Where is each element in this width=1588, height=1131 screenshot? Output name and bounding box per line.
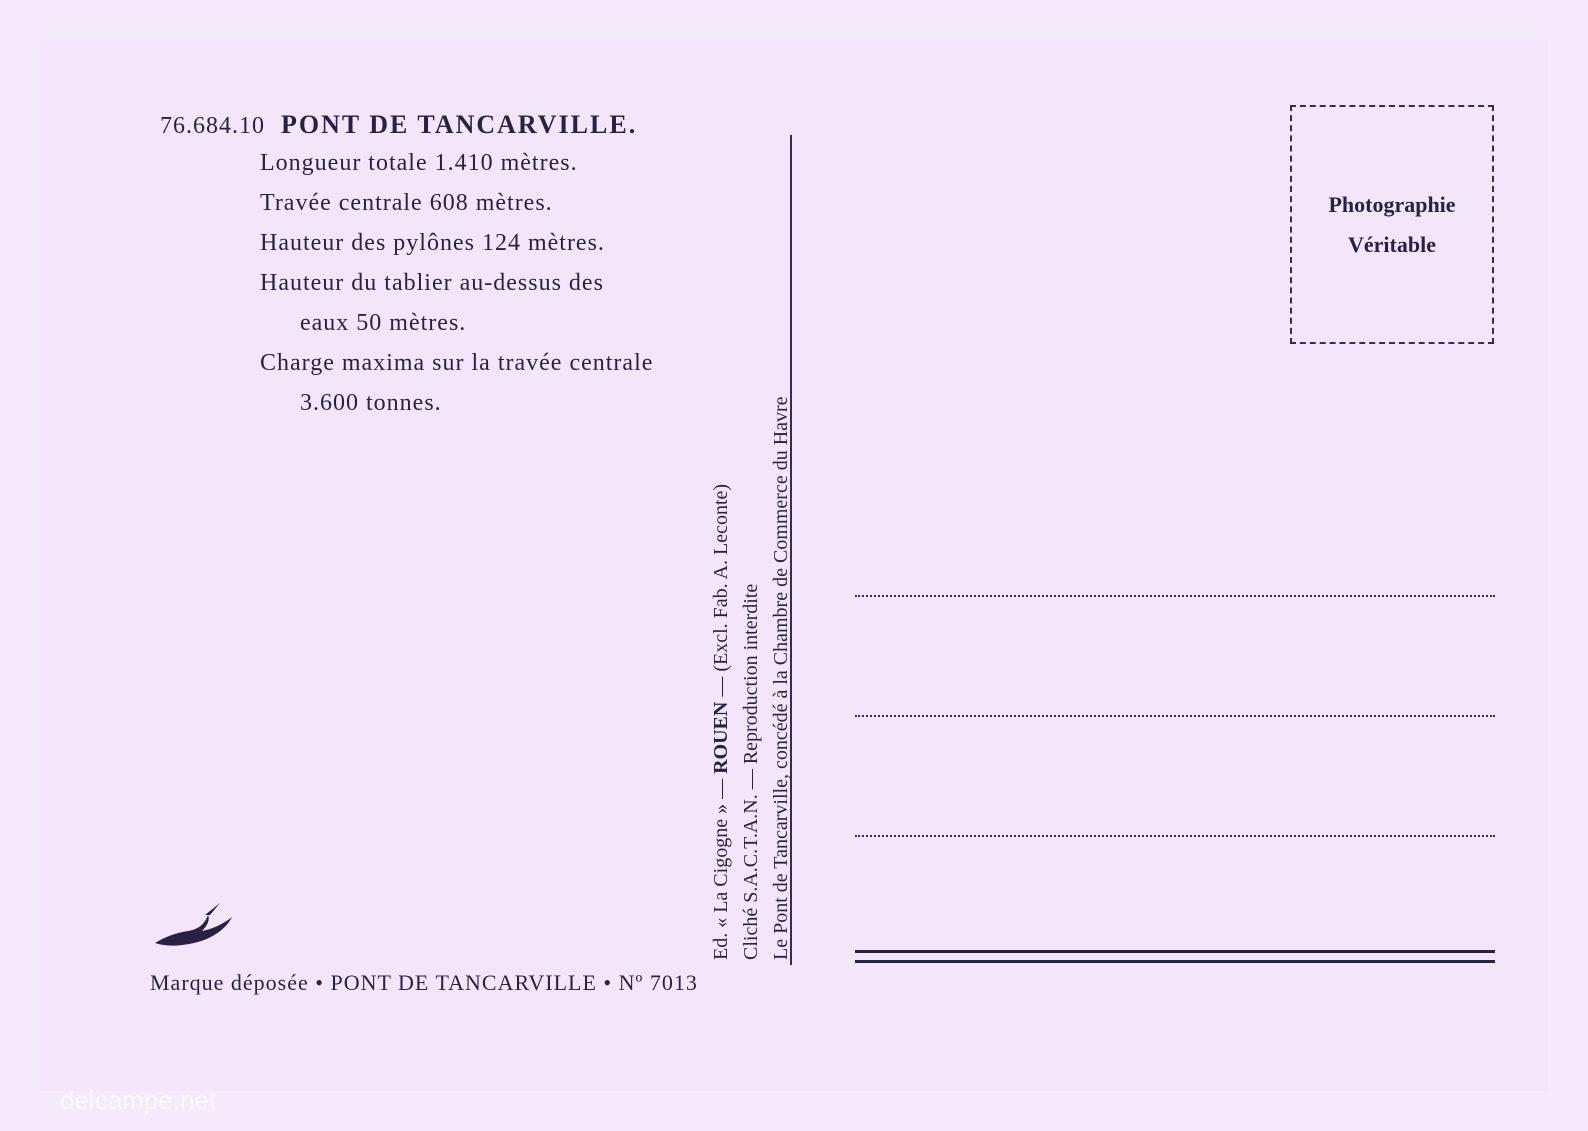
stamp-line1: Photographie xyxy=(1328,192,1455,218)
stamp-box: Photographie Véritable xyxy=(1290,105,1494,344)
spec-line: Hauteur du tablier au-dessus des xyxy=(260,266,653,300)
address-rule xyxy=(855,835,1495,837)
postcard-back: Photographie Véritable 76.684.10 PONT DE… xyxy=(40,40,1548,1091)
reference-code: 76.684.10 xyxy=(160,113,265,139)
spec-line: Charge maxima sur la travée centrale xyxy=(260,346,653,380)
address-rule xyxy=(855,595,1495,597)
spec-line: eaux 50 mètres. xyxy=(300,306,653,340)
spec-line: Hauteur des pylônes 124 mètres. xyxy=(260,226,653,260)
title-block: 76.684.10 PONT DE TANCARVILLE. Longueur … xyxy=(160,110,653,420)
trademark-line: Marque déposée • PONT DE TANCARVILLE • N… xyxy=(150,970,698,996)
spec-line: 3.600 tonnes. xyxy=(300,386,653,420)
spec-line: Longueur totale 1.410 mètres. xyxy=(260,146,653,180)
address-double-rule xyxy=(855,950,1495,966)
vertical-credit-line: Ed. « La Cigogne » — ROUEN — (Excl. Fab.… xyxy=(710,484,733,960)
title-line: 76.684.10 PONT DE TANCARVILLE. xyxy=(160,110,653,140)
card-title: PONT DE TANCARVILLE. xyxy=(281,110,637,139)
watermark: delcampe.net xyxy=(60,1085,216,1116)
vertical-credit-line: Cliché S.A.C.T.A.N. — Reproduction inter… xyxy=(740,584,763,960)
spec-line: Travée centrale 608 mètres. xyxy=(260,186,653,220)
vertical-credit-line: Le Pont de Tancarville, concédé à la Cha… xyxy=(770,396,793,960)
stamp-line2: Véritable xyxy=(1348,232,1436,258)
address-rule xyxy=(855,715,1495,717)
stork-icon xyxy=(150,895,240,960)
specs-list: Longueur totale 1.410 mètres. Travée cent… xyxy=(160,146,653,420)
